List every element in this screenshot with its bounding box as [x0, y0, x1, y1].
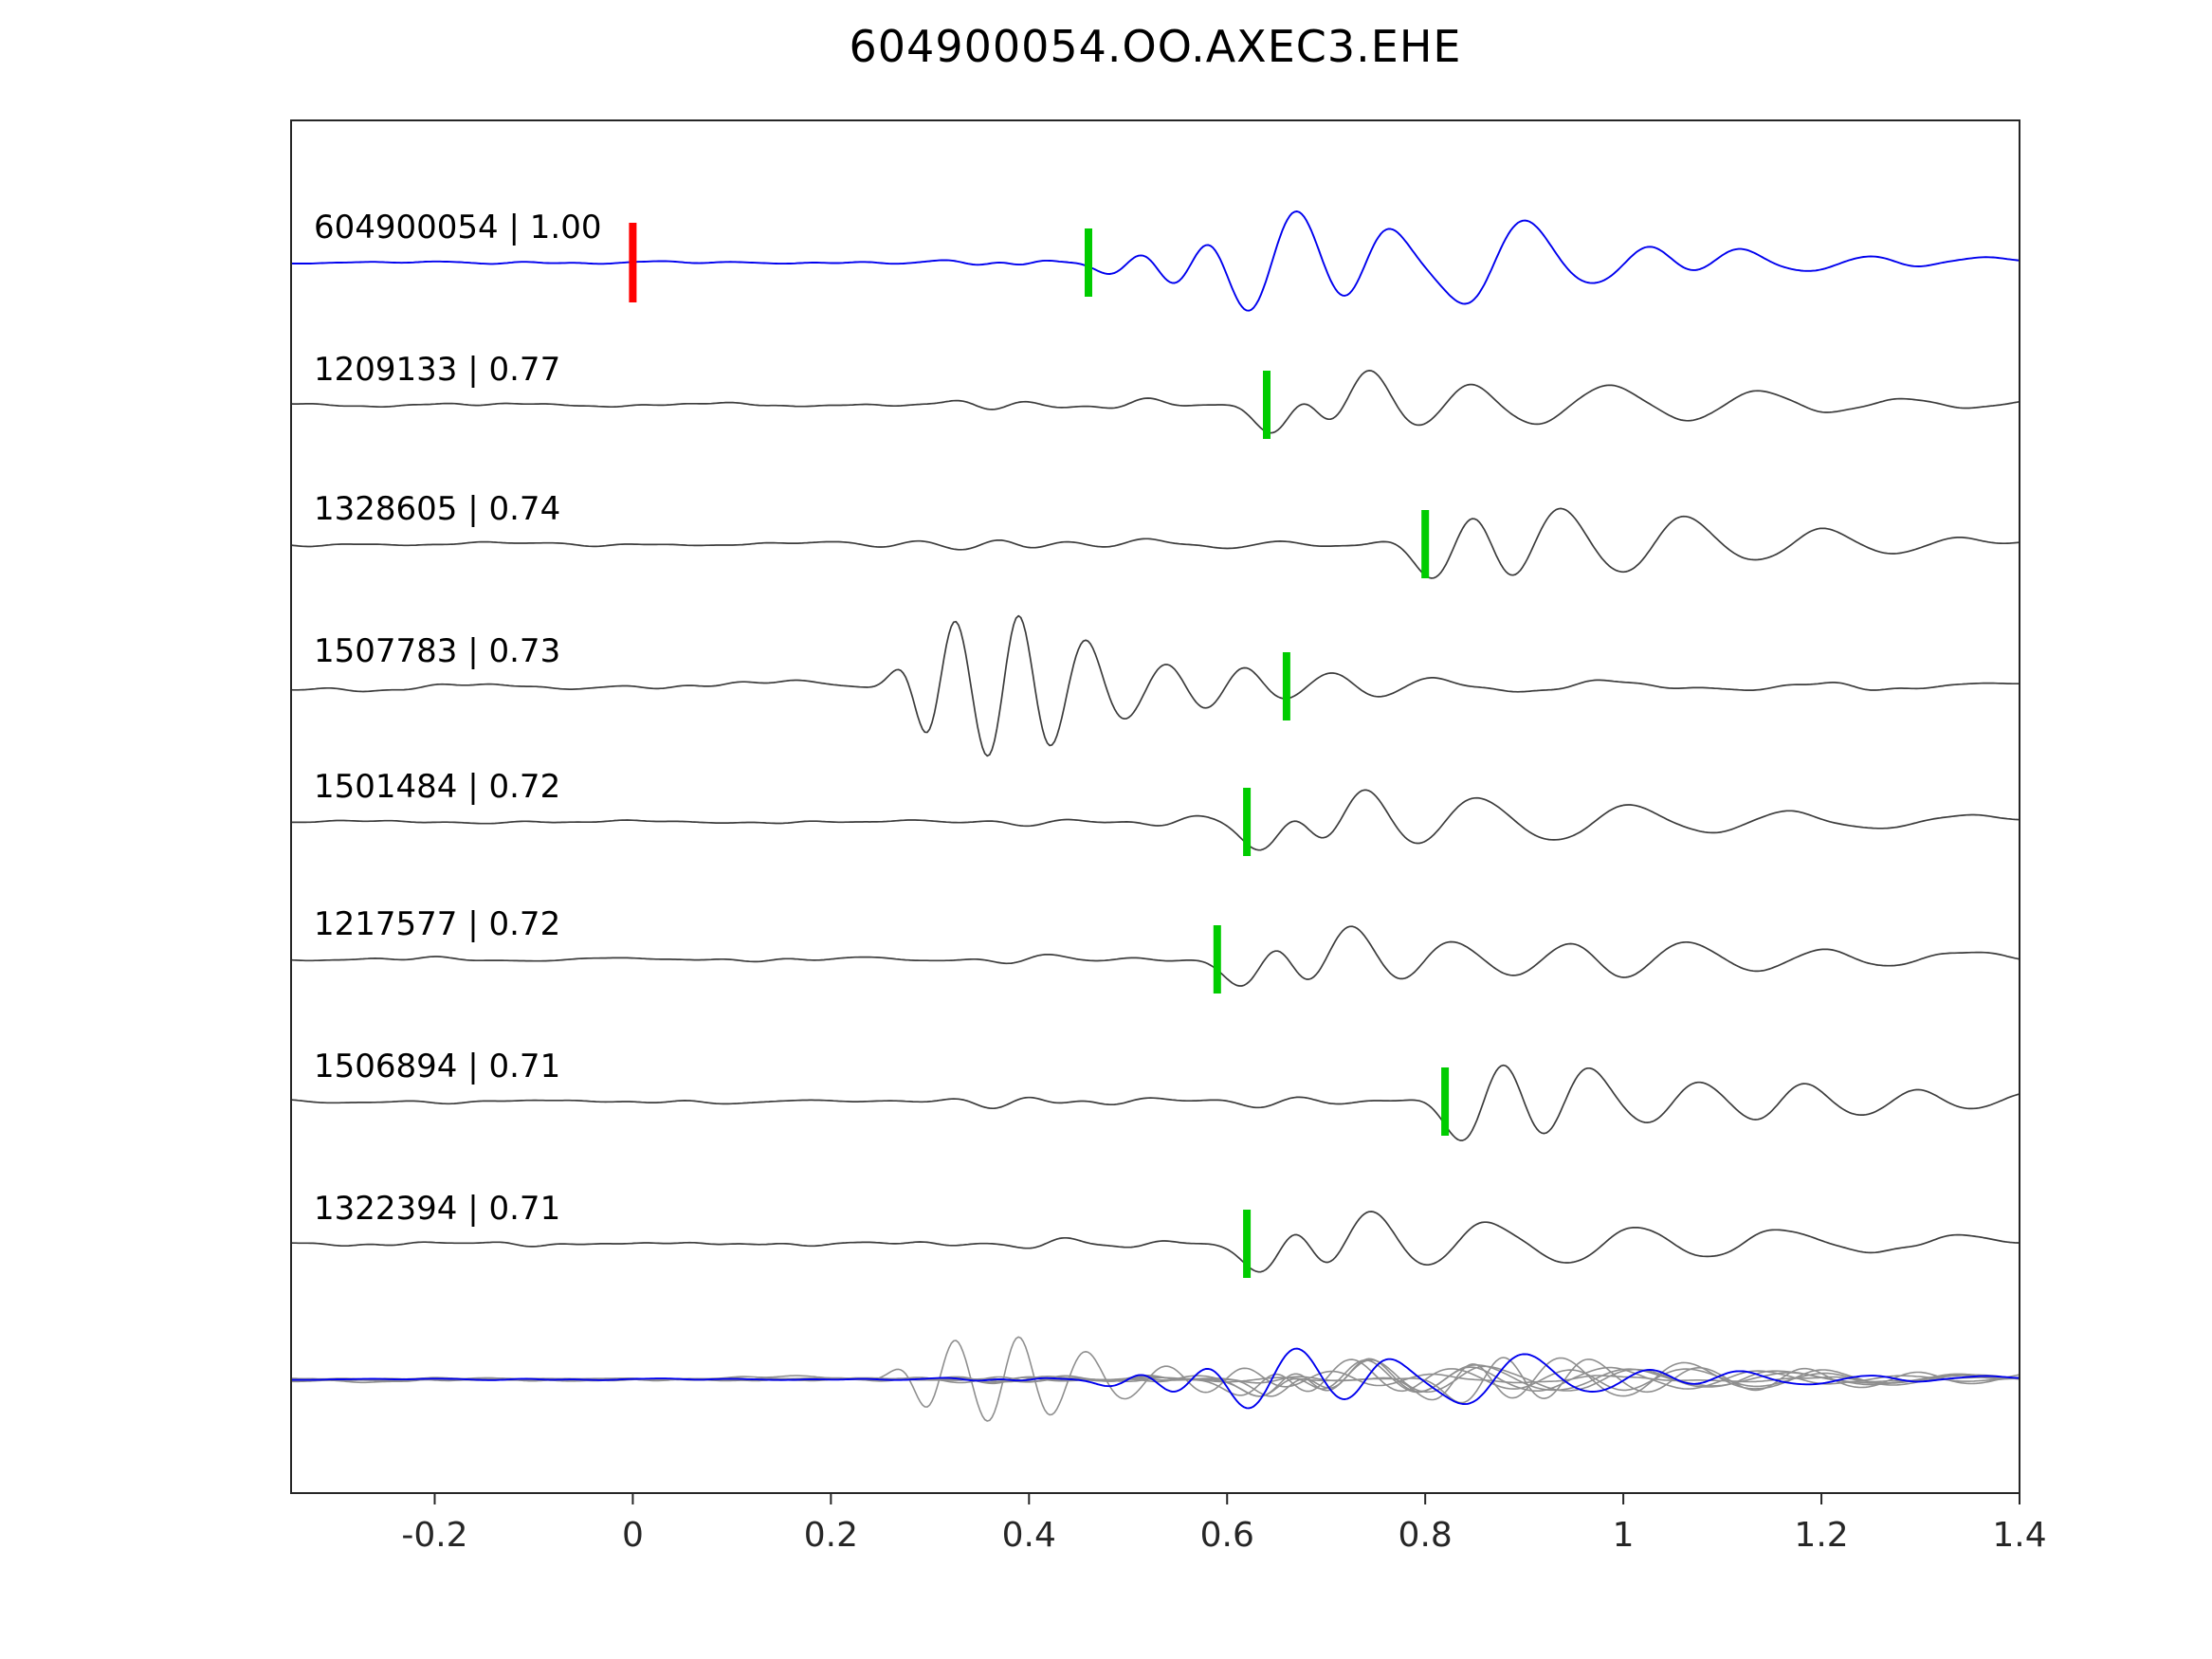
pick-marker-1501484 [1243, 788, 1252, 856]
x-tick-label: 0.8 [1398, 1516, 1453, 1555]
trace-label-1209133: 1209133 | 0.77 [314, 351, 560, 389]
waveform-trace-604900054 [291, 210, 2020, 312]
x-tick-label: 1 [1613, 1516, 1635, 1555]
pick-marker-1328605 [1421, 510, 1430, 578]
waveform-trace-1209133 [291, 370, 2020, 434]
pick-marker-604900054 [1085, 228, 1092, 297]
x-tick-label: 1.2 [1794, 1516, 1848, 1555]
waveform-trace-1328605 [291, 507, 2020, 579]
x-tick-label: 1.4 [1992, 1516, 2046, 1555]
x-tick-label: 0.4 [1002, 1516, 1056, 1555]
x-tick-label: 0.2 [804, 1516, 858, 1555]
trace-label-1501484: 1501484 | 0.72 [314, 768, 560, 806]
trace-label-604900054: 604900054 | 1.00 [314, 209, 601, 246]
waveform-trace-1507783 [291, 614, 2020, 757]
waveform-trace-1322394 [291, 1211, 2020, 1273]
waveform-trace-1506894 [291, 1064, 2020, 1141]
pick-marker-1209133 [1263, 371, 1271, 439]
waveform-trace-1501484 [291, 789, 2020, 851]
axis-box [290, 119, 2020, 1494]
pick-marker-1507783 [1282, 652, 1290, 720]
x-tick-label: -0.2 [401, 1516, 467, 1555]
pick-marker-1322394 [1243, 1210, 1252, 1278]
trace-label-1507783: 1507783 | 0.73 [314, 632, 560, 670]
trace-area [291, 210, 2020, 1422]
pick-marker-1217577 [1213, 925, 1221, 994]
x-tick-label: 0.6 [1200, 1516, 1254, 1555]
waveform-trace-1217577 [291, 925, 2020, 987]
trace-label-1506894: 1506894 | 0.71 [314, 1048, 560, 1085]
reference-time-marker [629, 223, 637, 302]
chart-title: 604900054.OO.AXEC3.EHE [849, 21, 1462, 72]
pick-marker-1506894 [1441, 1067, 1450, 1136]
x-tick-label: 0 [622, 1516, 644, 1555]
trace-label-1328605: 1328605 | 0.74 [314, 490, 560, 528]
trace-label-1322394: 1322394 | 0.71 [314, 1190, 560, 1228]
overlay-trace-reference [291, 1347, 2020, 1410]
trace-label-1217577: 1217577 | 0.72 [314, 905, 560, 943]
